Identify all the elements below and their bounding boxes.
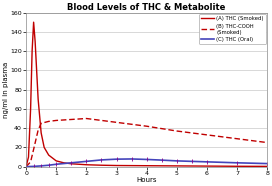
Title: Blood Levels of THC & Metabolite: Blood Levels of THC & Metabolite [67, 3, 226, 12]
X-axis label: Hours: Hours [137, 177, 157, 183]
Y-axis label: ng/ml in plasma: ng/ml in plasma [3, 62, 9, 118]
Legend: (A) THC (Smoked), (B) THC-COOH
(Smoked), (C) THC (Oral): (A) THC (Smoked), (B) THC-COOH (Smoked),… [199, 14, 266, 44]
